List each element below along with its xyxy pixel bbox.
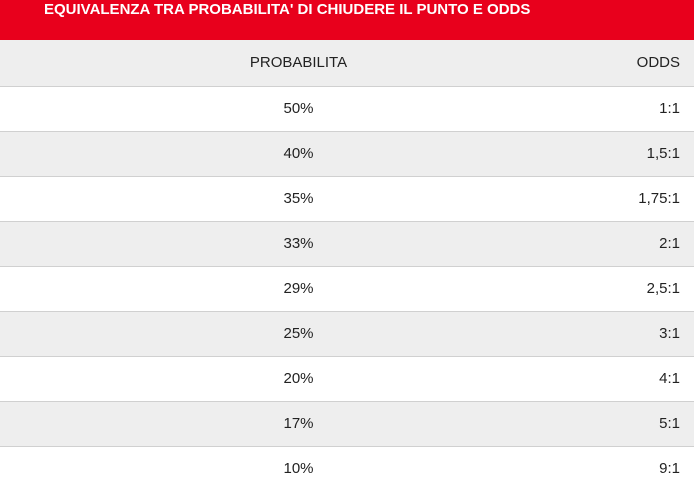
cell-odds: 9:1 (659, 460, 680, 478)
cell-probability: 50% (283, 100, 314, 117)
table-row: 29% 2,5:1 (0, 266, 694, 311)
table-row: 25% 3:1 (0, 311, 694, 356)
table-row: 10% 9:1 (0, 446, 694, 485)
cell-odds: 4:1 (659, 370, 680, 387)
cell-odds: 5:1 (659, 415, 680, 432)
table-title-bar: EQUIVALENZA TRA PROBABILITA' DI CHIUDERE… (0, 0, 694, 40)
cell-probability: 33% (283, 235, 314, 252)
cell-probability: 35% (283, 190, 314, 207)
cell-probability: 25% (283, 325, 314, 342)
table-row: 40% 1,5:1 (0, 131, 694, 176)
header-probability: PROBABILITA (0, 40, 597, 87)
cell-odds: 2:1 (659, 235, 680, 252)
cell-probability: 17% (283, 415, 314, 432)
table-row: 17% 5:1 (0, 401, 694, 446)
cell-probability: 29% (283, 280, 314, 297)
cell-probability: 40% (283, 145, 314, 162)
cell-odds: 2,5:1 (646, 280, 680, 297)
cell-odds: 1,75:1 (638, 190, 680, 207)
odds-table: PROBABILITA ODDS 50% 1:1 40% 1,5:1 35% 1… (0, 40, 694, 485)
cell-odds: 1,5:1 (646, 145, 680, 162)
table-title: EQUIVALENZA TRA PROBABILITA' DI CHIUDERE… (44, 1, 531, 18)
table-row: 35% 1,75:1 (0, 176, 694, 221)
table-row: 50% 1:1 (0, 86, 694, 131)
table-header-row: PROBABILITA ODDS (0, 40, 694, 87)
cell-probability: 20% (283, 370, 314, 387)
table-row: 33% 2:1 (0, 221, 694, 266)
header-odds: ODDS (597, 40, 694, 87)
cell-odds: 3:1 (659, 325, 680, 342)
cell-probability: 10% (283, 460, 314, 478)
cell-odds: 1:1 (659, 100, 680, 117)
table-row: 20% 4:1 (0, 356, 694, 401)
